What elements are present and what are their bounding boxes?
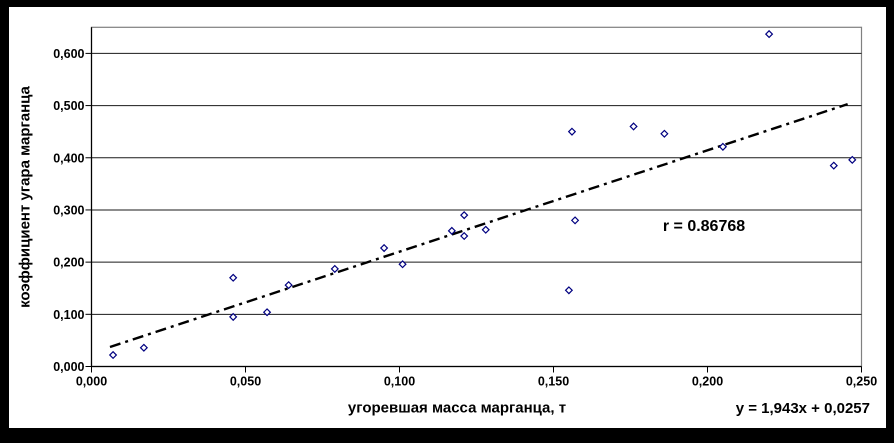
data-point-marker <box>330 264 339 274</box>
y-tick-label: 0,400 <box>53 151 84 165</box>
data-point-marker <box>379 243 389 253</box>
data-point-marker <box>829 161 838 170</box>
y-tick-label: 0,500 <box>53 99 84 113</box>
data-point-marker <box>139 343 149 352</box>
trendline-equation-label: y = 1,943x + 0,0257 <box>735 400 870 417</box>
data-point-marker <box>570 216 580 225</box>
data-point-marker <box>108 350 118 360</box>
correlation-coefficient-label: r = 0.86768 <box>662 218 746 235</box>
data-point-marker <box>284 280 293 290</box>
y-tick-label: 0,200 <box>53 256 84 270</box>
x-tick-label: 0,200 <box>692 375 723 389</box>
x-tick-label: 0,150 <box>538 375 569 389</box>
x-tick-label: 0,000 <box>76 375 107 389</box>
y-axis-title: коэффициент угара марганца <box>16 86 34 308</box>
data-point-marker <box>460 231 469 241</box>
trendline <box>109 103 849 349</box>
data-point-marker <box>564 286 574 295</box>
data-point-marker <box>718 142 728 151</box>
data-point-marker <box>398 260 407 269</box>
y-tick-label: 0,600 <box>53 47 84 61</box>
x-tick-label: 0,100 <box>384 375 415 389</box>
y-tick-label: 0,300 <box>53 203 84 217</box>
data-point-marker <box>764 29 774 39</box>
data-point-marker <box>229 273 238 282</box>
plot-canvas: 0,000 0,100 0,200 0,300 0,400 0,500 0,600 0,000… <box>9 7 886 428</box>
data-point-marker <box>567 127 577 136</box>
data-point-marker <box>460 211 469 220</box>
x-tick-label: 0,050 <box>230 375 261 389</box>
data-point-marker <box>262 308 272 317</box>
x-axis-title: угоревшая масса марганца, т <box>347 399 567 417</box>
data-point-marker <box>629 122 638 131</box>
data-point-marker <box>660 129 669 138</box>
scatter-plot-area: 0,000 0,100 0,200 0,300 0,400 0,500 0,600 0,000… <box>53 26 877 389</box>
data-point-marker <box>447 226 457 235</box>
data-point-marker <box>848 155 857 164</box>
y-tick-label: 0,000 <box>53 360 84 374</box>
y-tick-label: 0,100 <box>53 308 84 322</box>
data-point-marker <box>229 312 238 322</box>
x-tick-label: 0,250 <box>846 375 877 389</box>
data-point-marker <box>481 225 490 234</box>
